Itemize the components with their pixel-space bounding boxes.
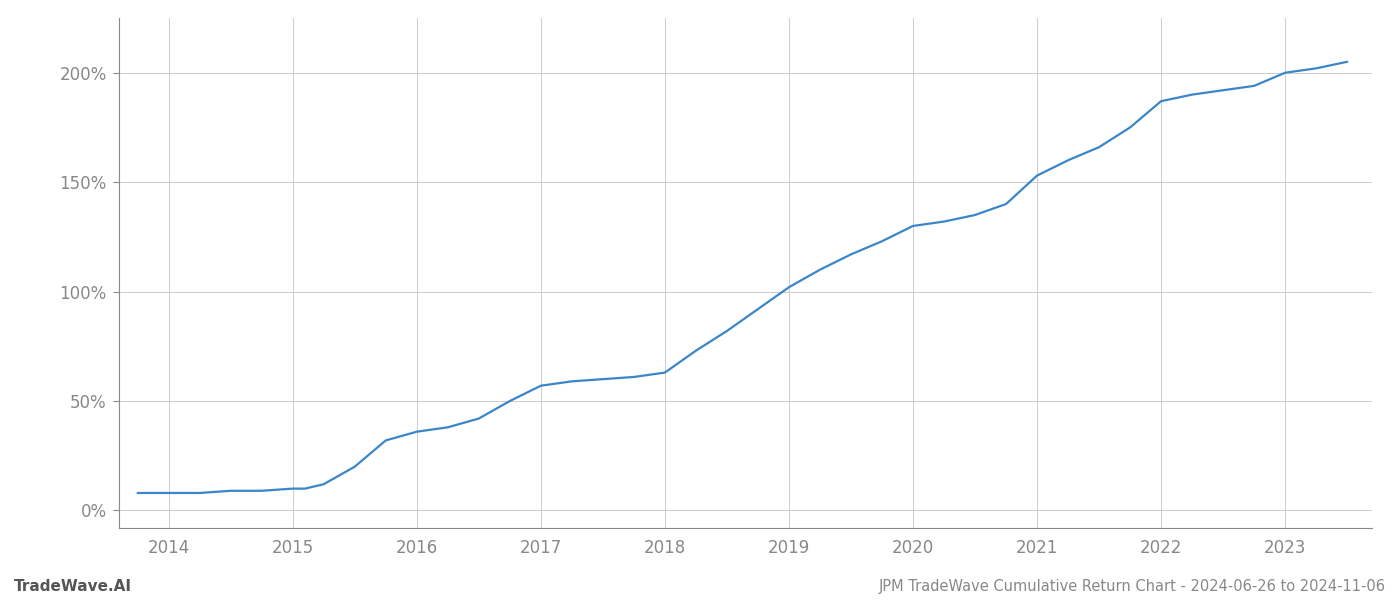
Text: TradeWave.AI: TradeWave.AI bbox=[14, 579, 132, 594]
Text: JPM TradeWave Cumulative Return Chart - 2024-06-26 to 2024-11-06: JPM TradeWave Cumulative Return Chart - … bbox=[879, 579, 1386, 594]
